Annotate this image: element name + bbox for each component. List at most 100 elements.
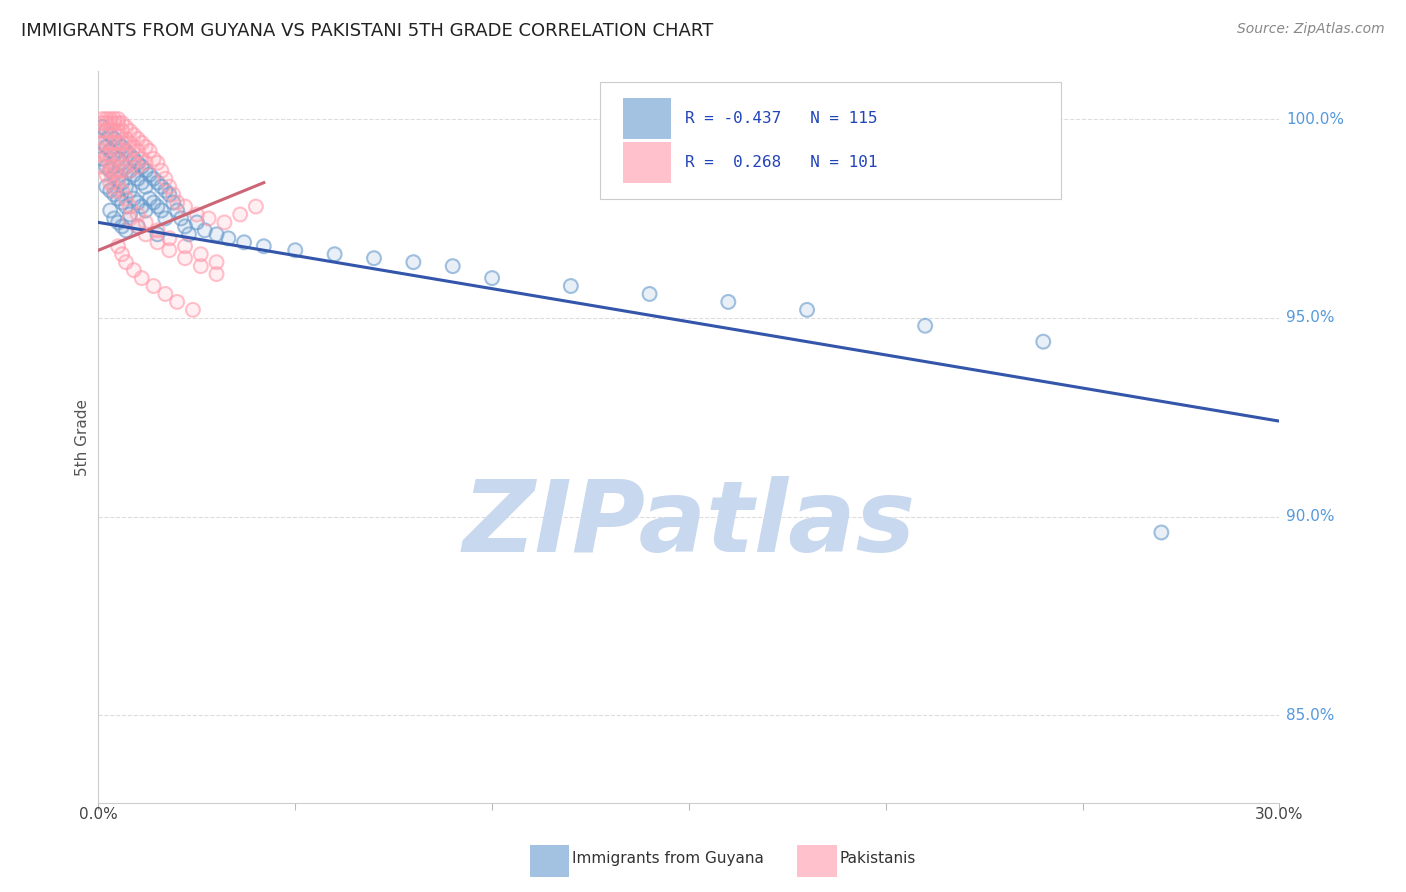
Point [166, 195, 188, 210]
Point [157, 244, 180, 258]
Point [107, 112, 129, 126]
Point [155, 184, 177, 198]
Point [155, 171, 177, 186]
Point [115, 160, 138, 174]
Point [103, 116, 125, 130]
Point [96, 140, 118, 154]
Point [111, 116, 134, 130]
Point [146, 227, 169, 242]
Point [174, 219, 197, 234]
Point [96, 160, 118, 174]
Point [560, 279, 582, 293]
Point [118, 124, 141, 138]
Point [402, 255, 425, 269]
Point [1032, 334, 1054, 349]
Point [91, 116, 114, 130]
Point [135, 227, 157, 242]
Point [96, 124, 118, 138]
Point [91, 124, 114, 138]
Point [150, 203, 173, 218]
Point [122, 152, 145, 166]
FancyBboxPatch shape [600, 82, 1062, 200]
Point [190, 247, 212, 261]
Point [91, 160, 114, 174]
Point [103, 132, 125, 146]
Point [98, 128, 121, 142]
Point [135, 215, 157, 229]
Point [107, 239, 129, 253]
Point [96, 148, 118, 162]
Point [115, 179, 138, 194]
Point [146, 235, 169, 250]
Text: IMMIGRANTS FROM GUYANA VS PAKISTANI 5TH GRADE CORRELATION CHART: IMMIGRANTS FROM GUYANA VS PAKISTANI 5TH … [21, 22, 713, 40]
Point [284, 244, 307, 258]
Point [118, 163, 141, 178]
Point [111, 124, 134, 138]
Point [157, 179, 180, 194]
Point [157, 179, 180, 194]
Point [98, 163, 121, 178]
Point [162, 195, 184, 210]
Point [96, 112, 118, 126]
Point [98, 203, 121, 218]
Point [107, 116, 129, 130]
Point [142, 279, 165, 293]
Point [135, 215, 157, 229]
Point [118, 207, 141, 221]
Point [122, 140, 145, 154]
Point [638, 287, 661, 301]
Point [162, 187, 184, 202]
Point [111, 140, 134, 154]
Point [131, 152, 153, 166]
Point [131, 152, 153, 166]
Point [138, 144, 160, 158]
Point [96, 116, 118, 130]
Point [135, 163, 157, 178]
Point [111, 156, 134, 170]
Point [146, 156, 169, 170]
Point [115, 200, 138, 214]
Point [115, 255, 138, 269]
Point [127, 160, 149, 174]
Point [214, 215, 236, 229]
Point [115, 160, 138, 174]
Point [118, 184, 141, 198]
Point [98, 144, 121, 158]
Point [98, 128, 121, 142]
Point [186, 215, 208, 229]
Point [122, 192, 145, 206]
Point [96, 112, 118, 126]
Point [205, 267, 228, 281]
Text: 90.0%: 90.0% [1286, 509, 1334, 524]
Point [91, 112, 114, 126]
Point [122, 192, 145, 206]
Point [91, 136, 114, 150]
Point [146, 200, 169, 214]
Point [111, 184, 134, 198]
Point [111, 136, 134, 150]
Point [131, 271, 153, 285]
Point [115, 132, 138, 146]
Point [98, 160, 121, 174]
Point [107, 171, 129, 186]
Point [118, 148, 141, 162]
Point [127, 171, 149, 186]
Point [107, 152, 129, 166]
Text: 100.0%: 100.0% [1286, 112, 1344, 127]
Point [150, 179, 173, 194]
Point [441, 259, 464, 273]
Point [181, 302, 204, 317]
Point [127, 160, 149, 174]
Point [186, 207, 208, 221]
Point [205, 227, 228, 242]
Point [122, 168, 145, 182]
Point [197, 211, 219, 226]
Text: ZIPatlas: ZIPatlas [463, 476, 915, 574]
Point [146, 176, 169, 190]
Point [142, 171, 165, 186]
Point [174, 251, 197, 265]
Point [155, 211, 177, 226]
Point [111, 247, 134, 261]
Point [96, 152, 118, 166]
Point [402, 255, 425, 269]
